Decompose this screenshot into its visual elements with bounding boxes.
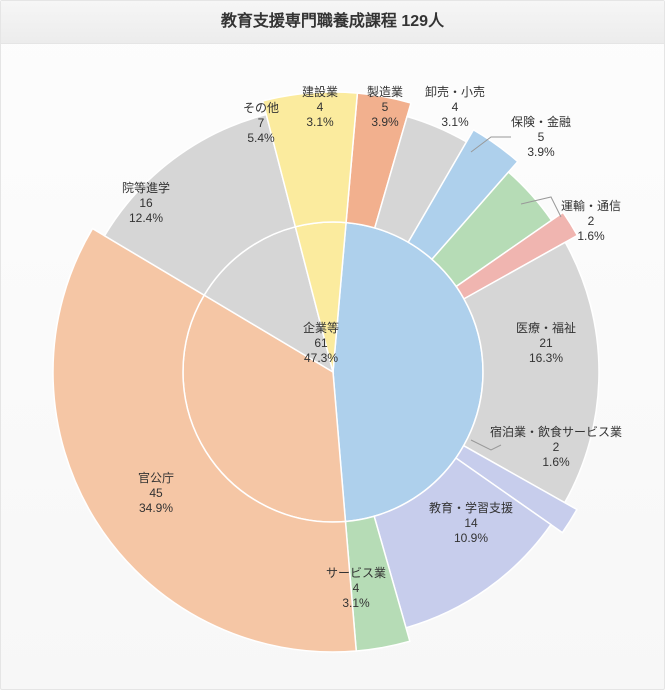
svg-text:運輸・通信: 運輸・通信 [561, 198, 621, 213]
svg-text:2: 2 [588, 214, 595, 228]
svg-text:5: 5 [538, 130, 545, 144]
svg-text:3.9%: 3.9% [371, 115, 399, 129]
svg-text:医療・福祉: 医療・福祉 [516, 320, 576, 335]
svg-text:製造業: 製造業 [367, 85, 403, 99]
svg-text:3.1%: 3.1% [306, 115, 334, 129]
svg-text:官公庁: 官公庁 [138, 470, 174, 485]
svg-text:5.4%: 5.4% [247, 131, 275, 145]
svg-text:3.1%: 3.1% [441, 115, 469, 129]
svg-text:61: 61 [314, 336, 328, 350]
svg-text:7: 7 [258, 116, 265, 130]
svg-text:卸売・小売: 卸売・小売 [425, 84, 485, 99]
svg-text:4: 4 [353, 581, 360, 595]
svg-text:4: 4 [452, 100, 459, 114]
svg-text:5: 5 [382, 100, 389, 114]
svg-text:保険・金融: 保険・金融 [511, 114, 571, 129]
svg-text:16: 16 [139, 196, 153, 210]
svg-text:47.3%: 47.3% [304, 351, 338, 365]
svg-text:1.6%: 1.6% [577, 229, 605, 243]
svg-text:建設業: 建設業 [302, 84, 338, 99]
svg-text:宿泊業・飲食サービス業: 宿泊業・飲食サービス業 [490, 424, 622, 439]
svg-text:3.9%: 3.9% [527, 145, 555, 159]
svg-text:16.3%: 16.3% [529, 351, 563, 365]
nested-pie-chart: 企業等6147.3%官公庁4534.9%院等進学1612.4%その他75.4%建… [1, 44, 665, 692]
svg-text:34.9%: 34.9% [139, 501, 173, 515]
svg-text:21: 21 [539, 336, 553, 350]
svg-text:教育・学習支援: 教育・学習支援 [429, 500, 513, 515]
svg-text:2: 2 [553, 440, 560, 454]
svg-text:4: 4 [317, 100, 324, 114]
svg-text:企業等: 企業等 [303, 320, 339, 335]
svg-text:14: 14 [464, 516, 478, 530]
svg-text:45: 45 [149, 486, 163, 500]
svg-text:3.1%: 3.1% [342, 596, 370, 610]
svg-text:10.9%: 10.9% [454, 531, 488, 545]
slice-label: 卸売・小売43.1% [425, 84, 485, 129]
svg-text:サービス業: サービス業 [326, 566, 386, 580]
svg-text:院等進学: 院等進学 [122, 180, 170, 195]
svg-text:12.4%: 12.4% [129, 211, 163, 225]
chart-container: 教育支援専門職養成課程 129人 企業等6147.3%官公庁4534.9%院等進… [0, 0, 665, 690]
svg-text:1.6%: 1.6% [542, 455, 570, 469]
svg-text:その他: その他 [243, 101, 279, 115]
chart-title: 教育支援専門職養成課程 129人 [1, 1, 664, 44]
slice-label: 保険・金融53.9% [511, 114, 571, 159]
